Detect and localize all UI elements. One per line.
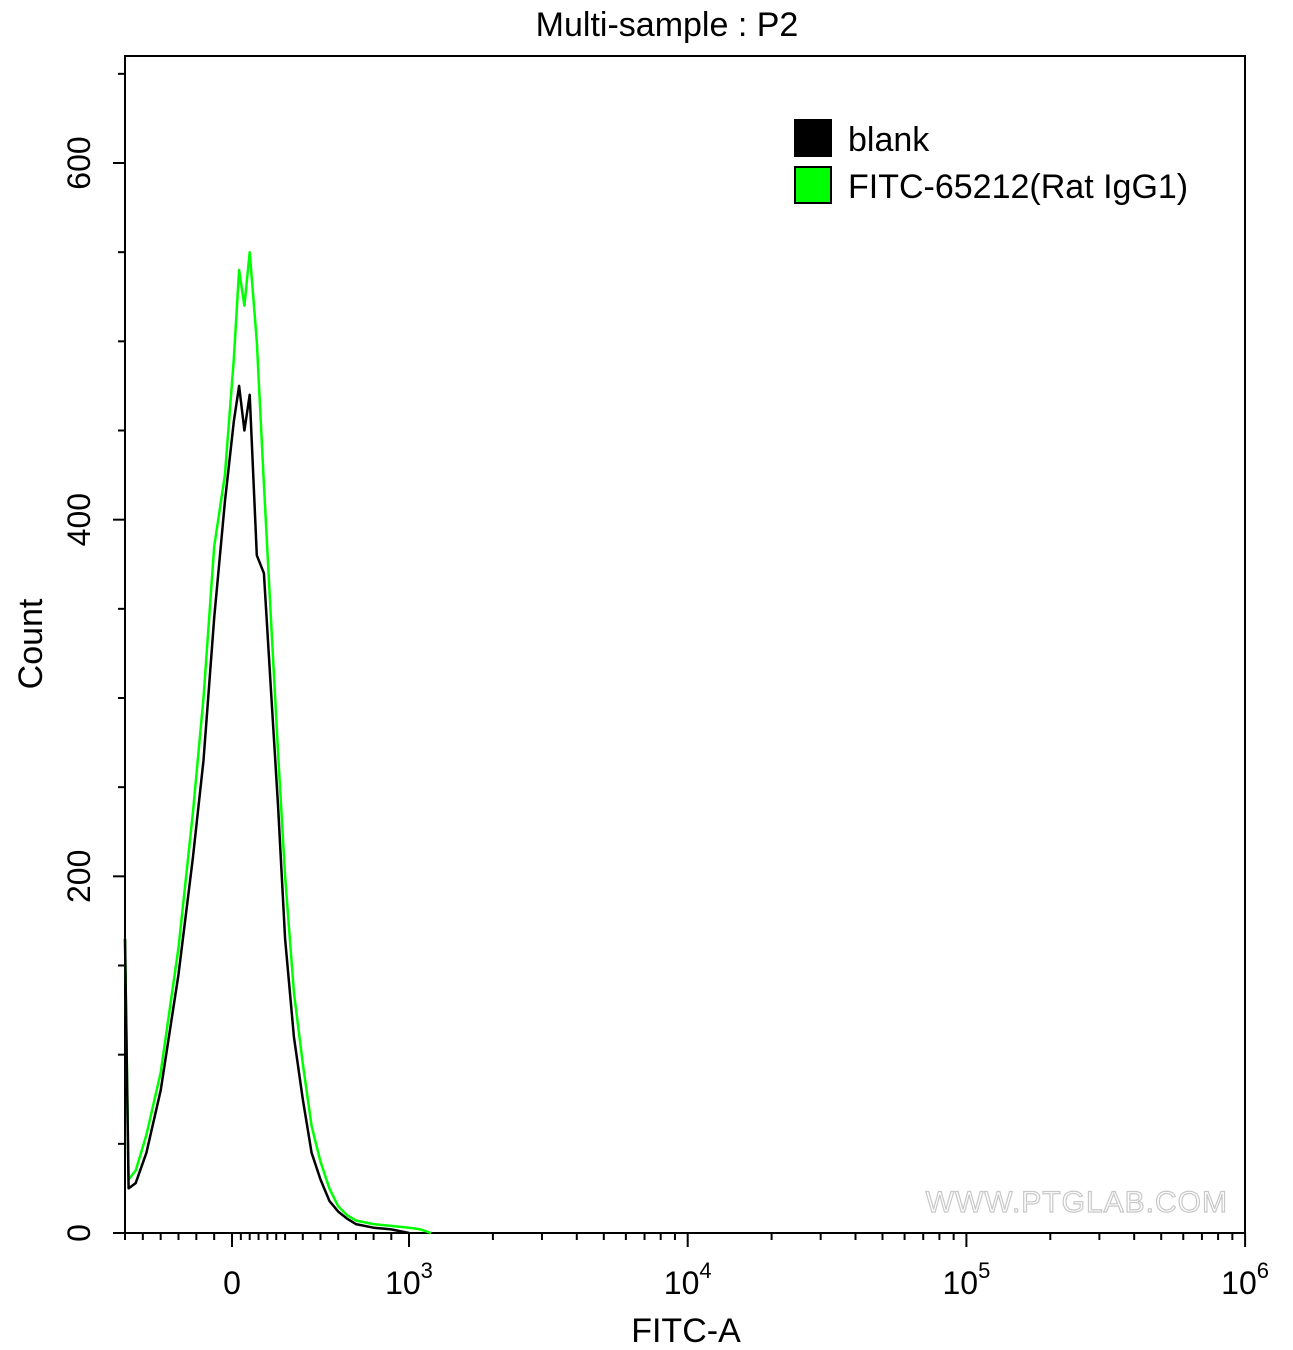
legend-swatch xyxy=(794,119,832,157)
x-axis-label: FITC-A xyxy=(631,1312,741,1350)
x-axis-ticks: 0 103 104 105 106 xyxy=(124,1233,1269,1301)
y-axis-label: Count xyxy=(12,598,50,689)
series-line-1 xyxy=(123,250,432,1235)
y-tick-label: 400 xyxy=(61,493,97,546)
x-tick-label: 104 xyxy=(664,1258,712,1301)
legend: blank FITC-65212(Rat IgG1) xyxy=(794,119,1188,206)
legend-swatch xyxy=(794,166,832,204)
y-axis-ticks: 0 200 400 600 xyxy=(61,72,125,1242)
y-tick-label: 0 xyxy=(61,1224,97,1242)
legend-label: FITC-65212(Rat IgG1) xyxy=(848,168,1188,206)
plot-frame xyxy=(124,55,1246,1234)
x-tick-label: 105 xyxy=(942,1258,990,1301)
chart-title: Multi-sample : P2 xyxy=(536,6,799,44)
y-tick-label: 600 xyxy=(61,136,97,189)
x-tick-label: 103 xyxy=(385,1258,433,1301)
series-lines xyxy=(123,250,432,1235)
x-tick-label: 0 xyxy=(223,1265,241,1301)
series-line-0 xyxy=(123,384,410,1235)
legend-label: blank xyxy=(848,121,930,159)
watermark: WWW.PTGLAB.COM xyxy=(926,1186,1228,1219)
y-tick-label: 200 xyxy=(61,850,97,903)
x-tick-label: 106 xyxy=(1221,1258,1269,1301)
